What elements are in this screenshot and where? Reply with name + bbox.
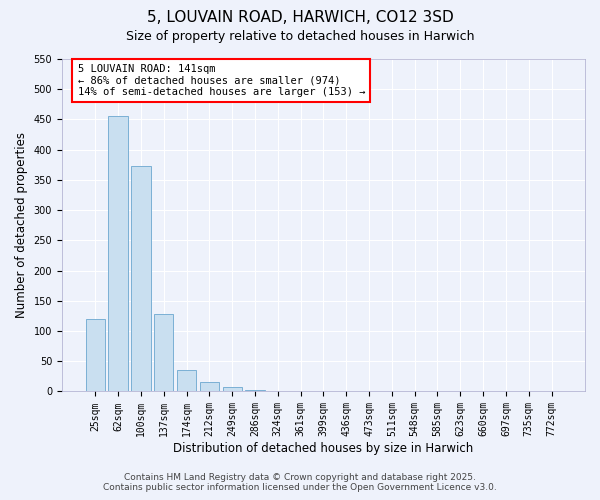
Text: 5 LOUVAIN ROAD: 141sqm
← 86% of detached houses are smaller (974)
14% of semi-de: 5 LOUVAIN ROAD: 141sqm ← 86% of detached… <box>77 64 365 97</box>
Bar <box>200 382 219 392</box>
Text: Size of property relative to detached houses in Harwich: Size of property relative to detached ho… <box>126 30 474 43</box>
Y-axis label: Number of detached properties: Number of detached properties <box>15 132 28 318</box>
Bar <box>268 391 287 392</box>
Bar <box>223 386 242 392</box>
Bar <box>131 166 151 392</box>
Bar <box>245 390 265 392</box>
Bar <box>154 314 173 392</box>
Bar <box>86 319 105 392</box>
Bar <box>177 370 196 392</box>
Text: Contains HM Land Registry data © Crown copyright and database right 2025.
Contai: Contains HM Land Registry data © Crown c… <box>103 473 497 492</box>
Bar <box>109 116 128 392</box>
Bar <box>542 391 561 392</box>
Text: 5, LOUVAIN ROAD, HARWICH, CO12 3SD: 5, LOUVAIN ROAD, HARWICH, CO12 3SD <box>146 10 454 25</box>
X-axis label: Distribution of detached houses by size in Harwich: Distribution of detached houses by size … <box>173 442 473 455</box>
